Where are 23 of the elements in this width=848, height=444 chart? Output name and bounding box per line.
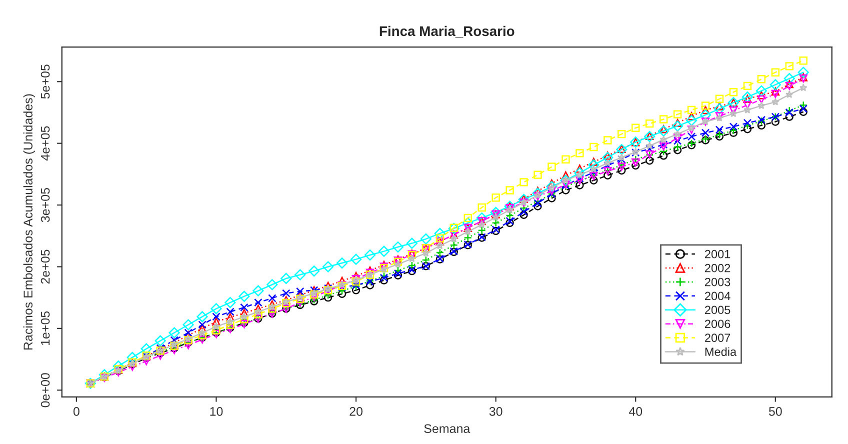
legend-label: 2001 <box>705 250 730 258</box>
y-tick-label: 0e+00 <box>40 373 50 408</box>
x-tick-label: 50 <box>768 406 782 416</box>
legend-label: Media <box>705 347 737 356</box>
legend-label: 2003 <box>705 278 730 286</box>
y-tick-label: 3e+05 <box>40 188 50 222</box>
x-tick-label: 30 <box>489 406 502 416</box>
chart-title: Finca Maria_Rosario <box>380 26 514 38</box>
x-tick-label: 20 <box>350 406 362 416</box>
legend-label: 2004 <box>705 292 730 300</box>
legend-label: 2007 <box>705 334 730 342</box>
legend-label: 2005 <box>705 306 730 314</box>
y-axis-title: Racimos Embolsados Acumulados (Unidades) <box>23 94 35 350</box>
y-tick-label: 2e+05 <box>40 250 50 284</box>
y-tick-label: 4e+05 <box>40 126 50 161</box>
x-tick-label: 0 <box>73 406 80 416</box>
x-tick-label: 40 <box>628 406 642 416</box>
legend-label: 2006 <box>705 320 730 328</box>
x-axis-title: Semana <box>424 424 470 434</box>
y-tick-label: 1e+05 <box>40 311 50 346</box>
legend-label: 2002 <box>705 264 730 272</box>
y-tick-label: 5e+05 <box>40 64 50 99</box>
x-tick-label: 10 <box>210 406 223 416</box>
